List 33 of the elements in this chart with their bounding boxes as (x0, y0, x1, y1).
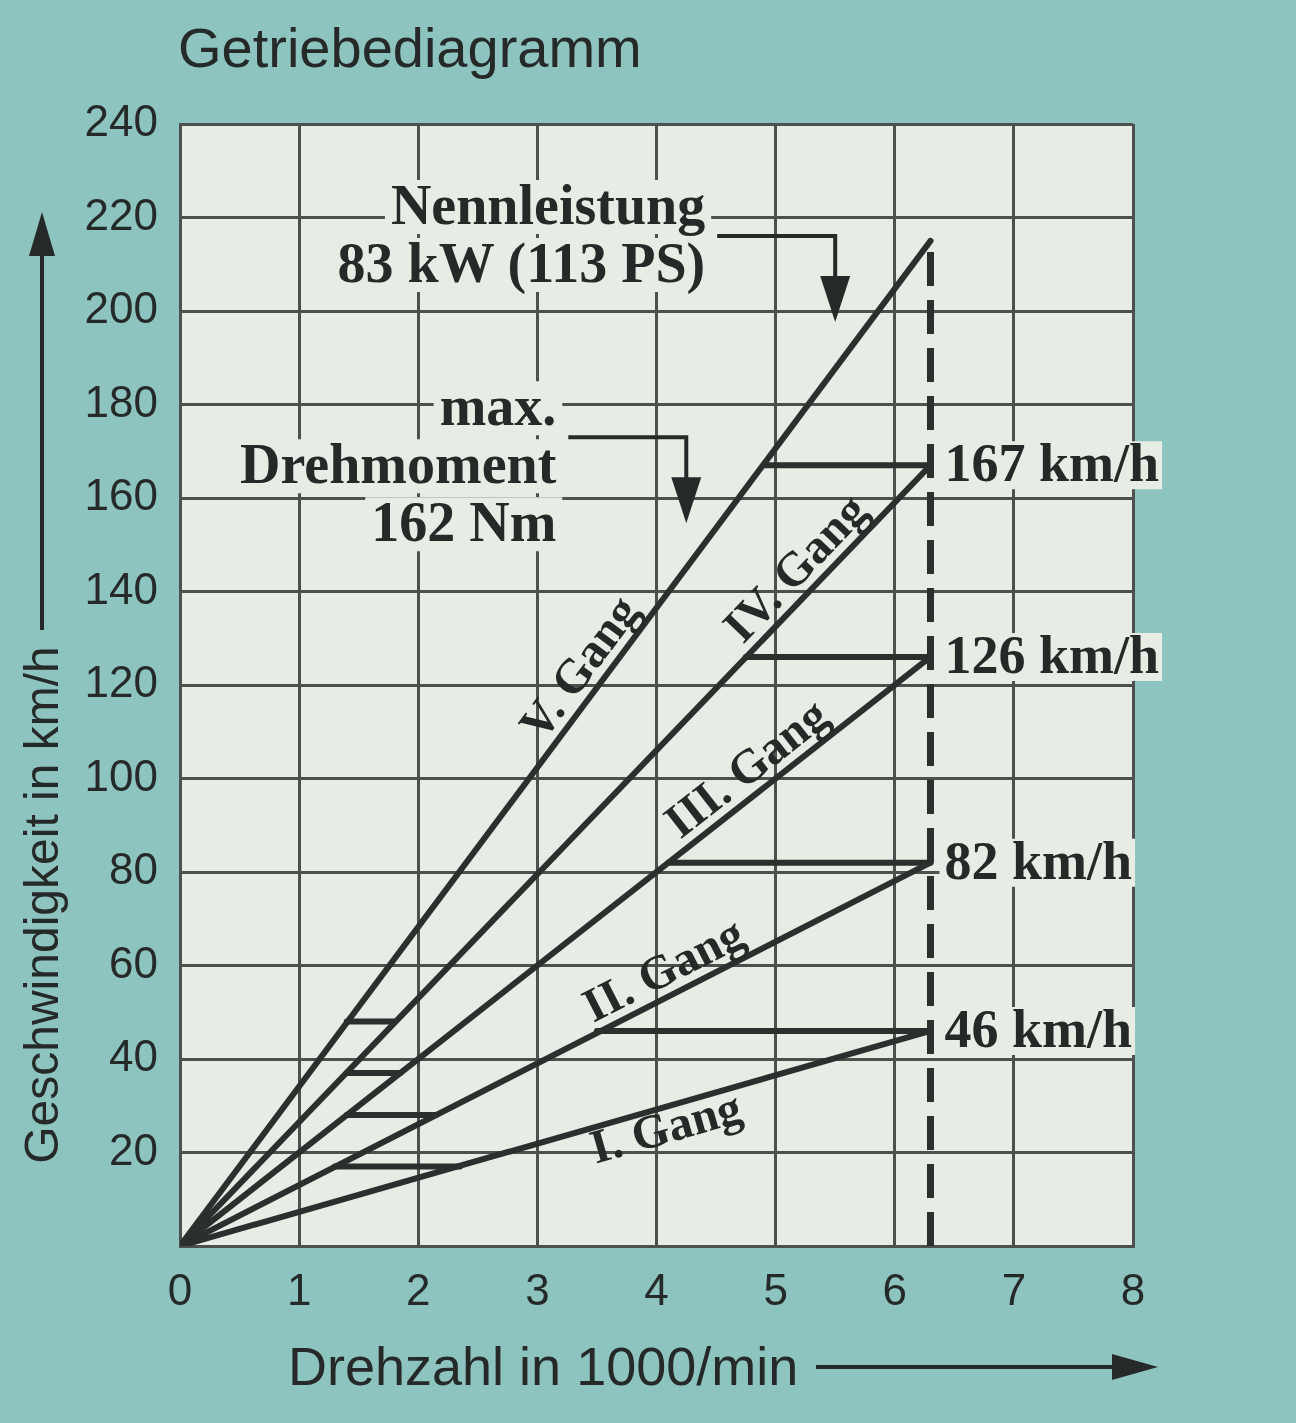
data-label: 167 km/h (944, 433, 1160, 494)
data-label: 46 km/h (944, 998, 1133, 1059)
y-tick-label: 60 (109, 937, 158, 987)
x-tick-label: 5 (763, 1264, 788, 1314)
chart-title: Getriebediagramm (178, 16, 642, 80)
y-tick-label: 160 (84, 470, 158, 520)
x-tick-label: 2 (406, 1264, 431, 1314)
y-tick-label: 240 (84, 96, 158, 146)
y-tick-label: 40 (109, 1031, 158, 1081)
y-tick-label: 140 (84, 563, 158, 613)
y-tick-label: 180 (84, 376, 158, 426)
x-tick-label: 8 (1120, 1264, 1146, 1314)
x-tick-label: 0 (167, 1264, 193, 1314)
x-axis-title: Drehzahl in 1000/min (288, 1336, 799, 1396)
x-tick-label: 3 (525, 1264, 550, 1314)
text: I. Gang (583, 1079, 748, 1174)
y-axis-title: Geschwindigkeit in km/h (13, 646, 69, 1164)
y-tick-label: 100 (84, 750, 158, 800)
data-label: 126 km/h (944, 624, 1160, 685)
x-tick-label: 7 (1001, 1264, 1027, 1314)
y-tick-label: 20 (109, 1124, 158, 1174)
annotation: Nennleistung 83 kW (113 PS) (337, 173, 706, 295)
y-tick-label: 220 (84, 189, 158, 239)
text: III. Gang (653, 687, 838, 848)
x-tick-label: 4 (644, 1264, 669, 1314)
y-tick-label: 120 (84, 657, 158, 707)
x-tick-label: 6 (882, 1264, 907, 1314)
y-tick-label: 200 (84, 283, 158, 333)
y-tick-label: 80 (109, 844, 158, 894)
data-label: 82 km/h (944, 830, 1133, 891)
annotation: max. Drehmoment 162 Nm (240, 374, 557, 553)
text: II. Gang (573, 905, 753, 1032)
x-tick-label: 1 (286, 1264, 312, 1314)
